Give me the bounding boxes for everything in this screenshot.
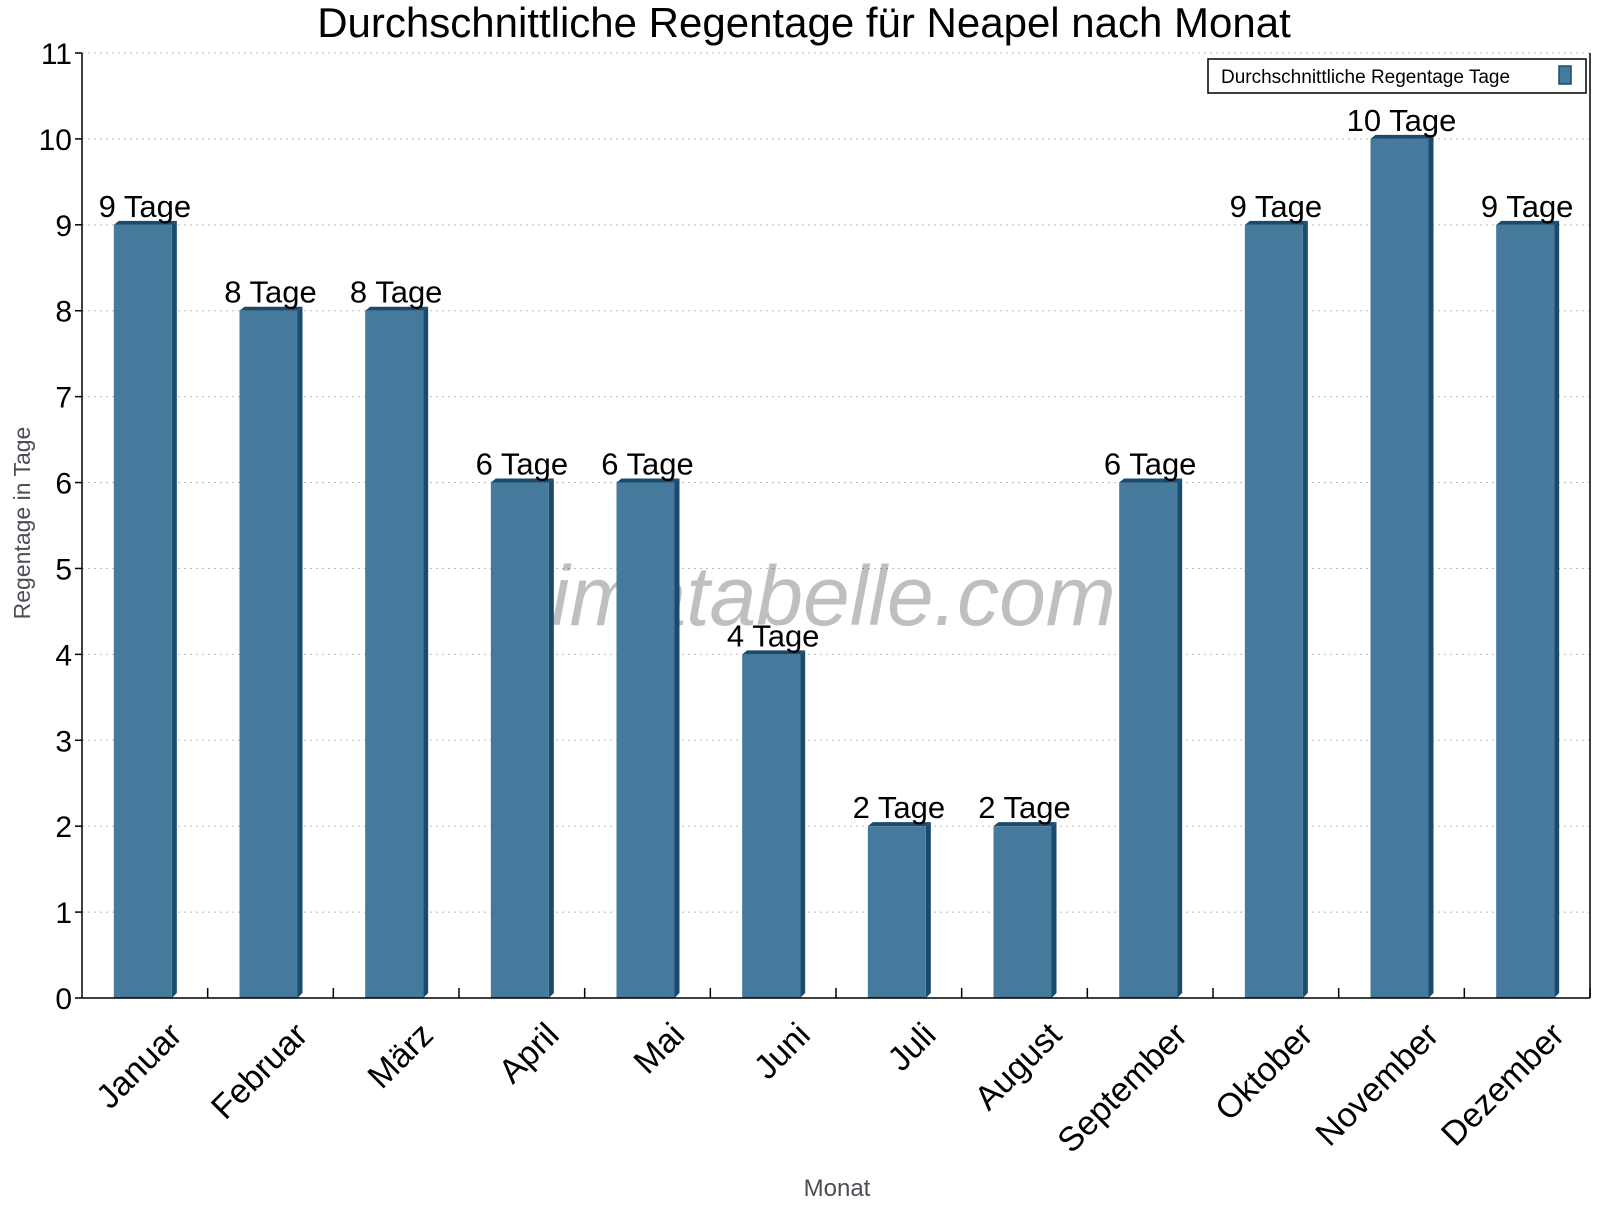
x-tick-label: April [491,1016,566,1091]
bar-group: 6 Tage [476,447,569,999]
bar-top [490,478,554,483]
bar [1496,224,1555,998]
chart-title: Durchschnittliche Regentage für Neapel n… [317,0,1291,46]
bar-side [1302,220,1308,998]
bar-group: 6 Tage [601,447,694,999]
bar [1244,224,1303,998]
bar-top [616,478,680,483]
x-tick-label: Oktober [1208,1016,1320,1128]
bar-side [1428,134,1434,999]
bar-top [993,822,1057,827]
bar-group: 2 Tage [978,790,1071,998]
y-tick-label: 7 [55,382,72,415]
bar [742,654,801,998]
bar-side [423,306,429,998]
bar-group: 8 Tage [224,275,317,998]
x-tick-label: März [360,1016,440,1096]
y-tick-label: 6 [55,468,72,501]
bar [113,224,172,998]
bar [867,826,926,998]
x-tick-label: Mai [627,1016,693,1082]
bar-top [113,220,177,225]
bar-group: 6 Tage [1104,447,1197,999]
watermark: klimatabelle.com [490,549,1116,643]
bar-side [674,478,680,999]
data-label: 2 Tage [978,790,1071,825]
y-tick-label: 0 [55,983,72,1016]
bar [365,310,424,998]
y-tick-label: 3 [55,725,72,758]
bar-top [1244,220,1308,225]
y-tick-label: 2 [55,811,72,844]
data-label: 10 Tage [1347,103,1457,138]
bar-side [171,220,177,998]
bar-top [239,306,303,311]
data-label: 8 Tage [350,275,443,310]
x-tick-label: August [967,1015,1069,1117]
bar-group: 9 Tage [1481,189,1574,998]
x-tick-label: Januar [89,1016,189,1116]
x-axis-label: Monat [804,1175,871,1200]
data-label: 6 Tage [1104,447,1197,482]
data-label: 2 Tage [853,790,946,825]
bar [616,482,675,999]
y-tick-label: 5 [55,553,72,586]
data-label: 8 Tage [224,275,317,310]
bar-top [1496,220,1560,225]
bar-side [1051,822,1057,998]
bar-top [1370,134,1434,139]
x-tick-label: Juni [747,1016,818,1087]
x-tick-label: Juli [881,1016,944,1079]
data-label: 4 Tage [727,618,820,653]
bar [993,826,1052,998]
y-tick-label: 1 [55,897,72,930]
x-tick-label: November [1308,1016,1446,1154]
bar-group: 9 Tage [1230,189,1323,998]
bar-group: 10 Tage [1347,103,1457,999]
bar-group: 8 Tage [350,275,443,998]
y-tick-label: 8 [55,296,72,329]
bar-side [1554,220,1560,998]
x-tick-label: Februar [204,1016,315,1127]
bar [490,482,549,999]
y-axis-label: Regentage in Tage [9,427,35,620]
bar-side [1177,478,1183,999]
bar [1370,138,1429,999]
data-label: 9 Tage [1481,189,1574,224]
bar-top [365,306,429,311]
y-tick-label: 11 [41,38,72,71]
bar [1119,482,1178,999]
legend: Durchschnittliche Regentage Tage [1207,58,1587,94]
y-tick-label: 4 [55,639,72,672]
bar-side [297,306,303,998]
y-tick-label: 10 [39,124,72,157]
data-label: 9 Tage [99,189,192,224]
y-tick-label: 9 [55,210,72,243]
bar-group: 2 Tage [853,790,946,998]
bar-side [800,650,806,998]
data-label: 6 Tage [601,447,694,482]
bar-group: 4 Tage [727,618,820,998]
bar-top [1119,478,1183,483]
data-label: 9 Tage [1230,189,1323,224]
legend-label: Durchschnittliche Regentage Tage [1221,67,1510,88]
bar-side [925,822,931,998]
bar-top [867,822,931,827]
bar-top [742,650,806,655]
legend-swatch [1558,65,1572,85]
bar-group: 9 Tage [99,189,192,998]
x-tick-label: September [1050,1016,1194,1160]
x-tick-label: Dezember [1434,1016,1572,1154]
bar [239,310,298,998]
data-label: 6 Tage [476,447,569,482]
bar-side [548,478,554,999]
